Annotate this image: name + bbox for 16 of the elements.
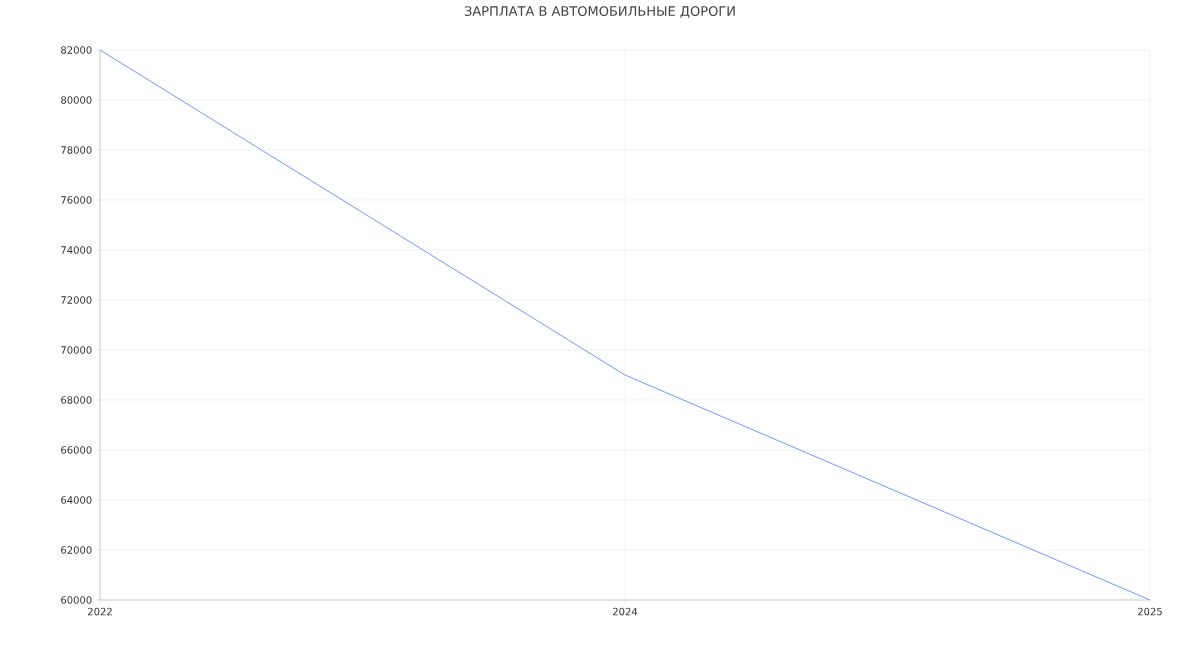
x-tick-label: 2022 (88, 607, 112, 616)
y-tick-label: 60000 (61, 596, 92, 604)
y-tick-label: 78000 (61, 146, 92, 154)
y-tick-label: 74000 (61, 246, 92, 254)
y-tick-label: 68000 (61, 396, 92, 404)
chart-title: ЗАРПЛАТА В АВТОМОБИЛЬНЫЕ ДОРОГИ (464, 6, 735, 18)
y-tick-label: 72000 (61, 296, 92, 304)
x-tick-label: 2024 (613, 607, 638, 616)
y-tick-label: 80000 (61, 96, 92, 104)
y-tick-label: 66000 (61, 446, 92, 454)
y-tick-label: 76000 (61, 196, 92, 204)
y-tick-label: 70000 (61, 346, 92, 354)
y-tick-label: 82000 (61, 46, 92, 54)
y-tick-label: 62000 (61, 546, 92, 554)
x-tick-label: 2025 (1138, 607, 1162, 616)
y-tick-label: 64000 (61, 496, 92, 504)
